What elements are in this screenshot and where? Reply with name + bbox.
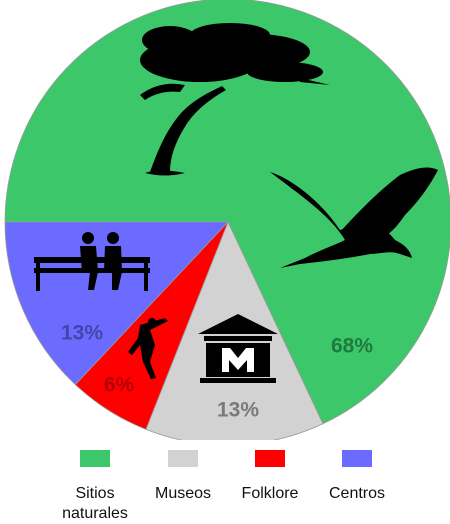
legend-label: Museos [154,485,212,502]
bench-icon [34,232,150,291]
museum-icon [198,314,278,383]
value-labels: 68% 13% 6% 13% [61,322,373,422]
tree-icon [140,23,330,176]
legend-swatch [80,450,110,467]
dancer-icon [128,318,168,379]
pie-slice [4,0,450,425]
legend-swatch [168,450,198,467]
legend-item: Sitios naturales [50,450,140,524]
icons [34,23,438,383]
legend-label: Sitios naturales [62,485,128,522]
legend-swatch [255,450,285,467]
bird-icon [270,167,438,268]
legend-swatch [342,450,372,467]
value-label: 13% [217,399,259,422]
pie-chart: 68% 13% 6% 13% [4,0,450,440]
legend-label: Folklore [241,485,299,502]
legend-item: Folklore [225,450,315,504]
value-label: 68% [331,335,373,358]
legend-item: Museos [138,450,228,504]
value-label: 13% [61,322,103,345]
legend-item: Centros [312,450,402,504]
legend-label: Centros [328,485,386,502]
value-label: 6% [104,374,135,397]
